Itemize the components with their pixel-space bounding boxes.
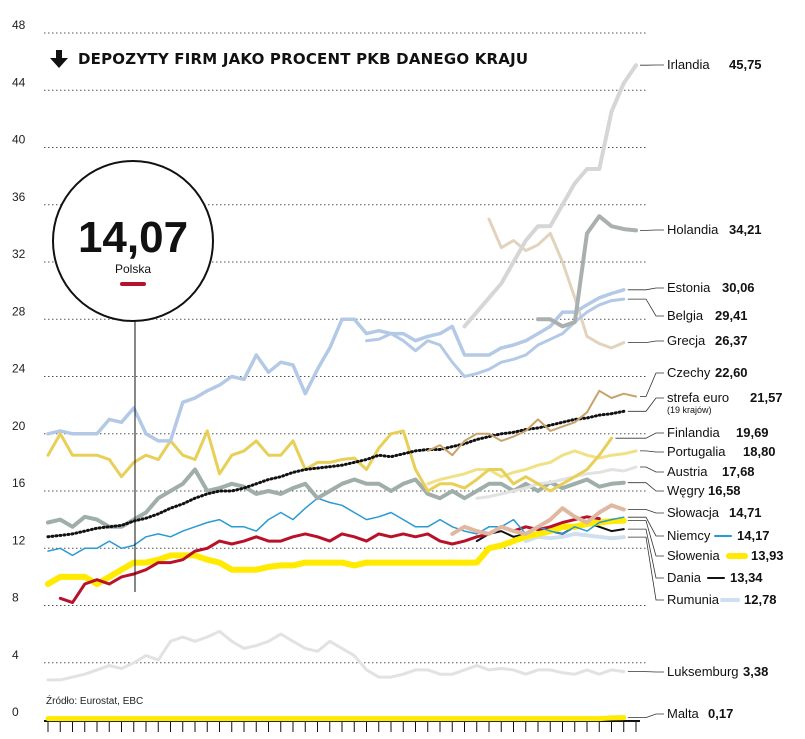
chart-title: DEPOZYTY FIRM JAKO PROCENT PKB DANEGO KR… [78, 50, 529, 68]
y-tick-label: 28 [12, 304, 26, 318]
series-line [450, 503, 626, 536]
y-tick-label: 48 [12, 18, 26, 32]
series-line [45, 517, 627, 587]
series-label-name: Malta [667, 706, 700, 721]
series-label-value: 17,68 [722, 464, 755, 479]
series-label-value: 12,78 [744, 592, 777, 607]
y-tick-label: 32 [12, 247, 26, 261]
y-tick-label: 8 [12, 591, 19, 605]
series-label-name: Słowenia [667, 548, 721, 563]
series-line [475, 465, 638, 500]
label-leader [640, 450, 664, 453]
series-label-value: 29,41 [715, 308, 748, 323]
series-label-name: Niemcy [667, 528, 711, 543]
y-tick-label: 36 [12, 190, 26, 204]
callout-name: Polska [115, 262, 151, 276]
y-tick-label: 44 [12, 75, 26, 89]
label-leader [640, 466, 664, 473]
series-label-name: Węgry [667, 483, 705, 498]
series-label-value: 30,06 [722, 280, 755, 295]
series-label-note: (19 krajów) [667, 405, 712, 415]
y-tick-label: 0 [12, 705, 19, 719]
y-tick-label: 40 [12, 133, 26, 147]
callout-value: 14,07 [78, 213, 188, 262]
series-label-name: Słowacja [667, 505, 720, 520]
series-label-value: 18,80 [743, 444, 776, 459]
series-label-name: Belgia [667, 308, 704, 323]
series-label-name: Grecja [667, 333, 706, 348]
label-leader [627, 397, 664, 412]
series-label-name: Portugalia [667, 444, 726, 459]
title-wrap: DEPOZYTY FIRM JAKO PROCENT PKB DANEGO KR… [48, 48, 528, 70]
series-label-name: strefa euro [667, 390, 729, 405]
label-leader [615, 432, 664, 439]
label-leader [627, 340, 664, 344]
series-line [426, 449, 638, 486]
series-label-name: Estonia [667, 280, 711, 295]
series-labels: Irlandia 45,75 Holandia 34,21 Estonia 30,06 Be… [667, 57, 784, 721]
series-line [45, 715, 627, 722]
label-leader [627, 516, 664, 537]
callout-circle [52, 160, 214, 322]
series-line [487, 217, 626, 350]
series-line [46, 288, 626, 443]
series-line [46, 629, 626, 682]
label-leader [627, 528, 664, 579]
series-label-value: 21,57 [750, 390, 783, 405]
y-tick-label: 24 [12, 362, 26, 376]
label-leader [627, 509, 664, 514]
series-label-name: Austria [667, 464, 708, 479]
label-leader [640, 372, 664, 397]
series-label-value: 0,17 [708, 706, 733, 721]
y-tick-label: 12 [12, 533, 26, 547]
series-line [365, 297, 626, 378]
series-label-value: 14,17 [737, 528, 770, 543]
label-leader [627, 287, 664, 291]
callout: 14,07 Polska [52, 160, 214, 592]
series-line [426, 389, 637, 457]
down-arrow-icon [50, 50, 68, 68]
label-leader [627, 482, 664, 492]
y-tick-label: 4 [12, 648, 19, 662]
series-label-name: Luksemburg [667, 664, 739, 679]
series-label-value: 19,69 [736, 425, 769, 440]
series-line [46, 467, 626, 529]
series-line [523, 531, 626, 544]
series-group [45, 63, 638, 722]
series-line [462, 63, 638, 329]
series-label-value: 26,37 [715, 333, 748, 348]
series-label-name: Rumunia [667, 592, 720, 607]
y-tick-label: 16 [12, 476, 26, 490]
series-label-value: 3,38 [743, 664, 768, 679]
series-label-value: 13,34 [730, 570, 763, 585]
series-line [536, 214, 638, 329]
series-label-value: 34,21 [729, 222, 762, 237]
source-note: Źródło: Eurostat, EBC [46, 696, 144, 707]
series-label-name: Finlandia [667, 425, 721, 440]
series-label-value: 13,93 [751, 548, 784, 563]
series-label-name: Holandia [667, 222, 719, 237]
label-leader [627, 713, 664, 718]
series-label-name: Dania [667, 570, 702, 585]
series-label-name: Irlandia [667, 57, 710, 72]
y-tick-label: 20 [12, 419, 26, 433]
series-line [46, 429, 613, 493]
label-leader [627, 520, 664, 557]
label-leaders [615, 64, 664, 718]
x-axis [44, 720, 640, 732]
series-label-value: 14,71 [729, 505, 762, 520]
series-label-value: 22,60 [715, 365, 748, 380]
label-leader [627, 536, 664, 601]
label-leader [627, 298, 664, 317]
series-label-value: 16,58 [708, 483, 741, 498]
series-label-value: 45,75 [729, 57, 762, 72]
series-label-name: Czechy [667, 365, 711, 380]
